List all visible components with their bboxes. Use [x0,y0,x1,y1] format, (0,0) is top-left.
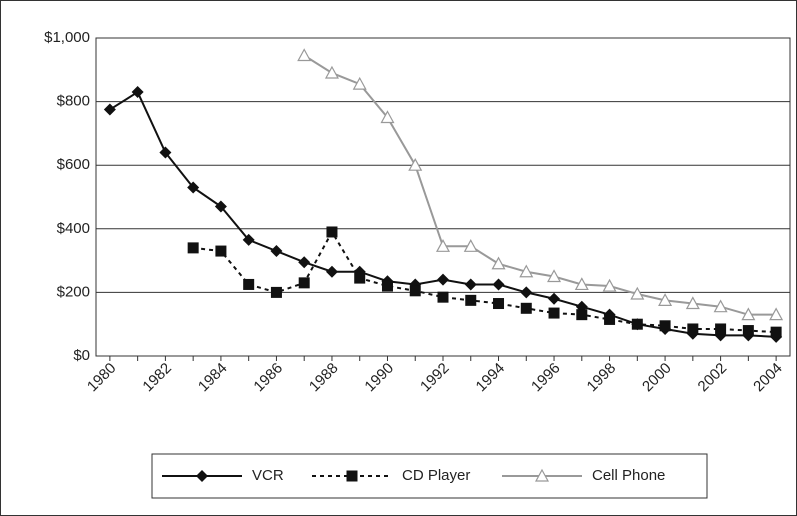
marker [346,470,358,482]
marker [602,278,617,292]
marker [715,323,727,335]
marker [519,264,534,278]
marker [574,277,589,291]
marker [159,146,172,159]
marker [297,48,312,62]
y-tick-label: $1,000 [44,29,90,46]
marker [325,265,338,278]
marker [520,286,533,299]
legend-box [151,453,708,499]
legend-label: VCR [252,467,284,484]
marker [464,278,477,291]
series-line [303,54,777,316]
marker [298,277,310,289]
marker [659,320,671,332]
marker [548,307,560,319]
marker [770,326,782,338]
marker [242,233,255,246]
marker [658,293,673,306]
marker [685,296,700,310]
y-tick-label: $600 [57,156,90,173]
marker [548,292,561,305]
y-tick-label: $0 [73,347,90,364]
marker [465,294,477,306]
marker [493,298,505,310]
marker [380,110,395,124]
marker [687,323,699,335]
y-tick-label: $800 [57,93,90,110]
marker [214,200,227,213]
marker [187,181,200,194]
marker [409,285,421,297]
marker [270,286,282,298]
marker [630,286,645,300]
marker [631,318,643,330]
marker [131,86,144,99]
marker [604,313,616,325]
marker [520,302,532,314]
y-tick-label: $200 [57,283,90,300]
legend: VCR CD Player Cell Phone [151,453,708,499]
marker [741,307,756,321]
marker [547,269,562,283]
marker [381,280,393,292]
marker [352,76,367,90]
marker [437,291,449,303]
marker [298,256,311,269]
marker [270,245,283,258]
legend-label: Cell Phone [592,467,665,484]
marker [435,239,451,252]
marker [354,272,366,284]
marker [713,299,728,313]
marker [437,273,449,286]
marker [742,325,754,337]
legend-label: CD Player [402,467,470,484]
marker [215,245,227,257]
marker [463,239,478,252]
marker [576,309,588,321]
marker [769,307,784,321]
y-tick-label: $400 [57,220,90,237]
marker [491,256,506,270]
marker [324,65,339,79]
series-line [193,229,777,334]
plot-area [95,37,791,357]
marker [196,470,208,482]
marker [492,278,505,291]
marker [408,157,423,171]
marker [326,226,338,238]
marker [243,278,255,290]
marker [187,242,199,254]
marker [103,103,116,116]
marker [534,468,550,482]
